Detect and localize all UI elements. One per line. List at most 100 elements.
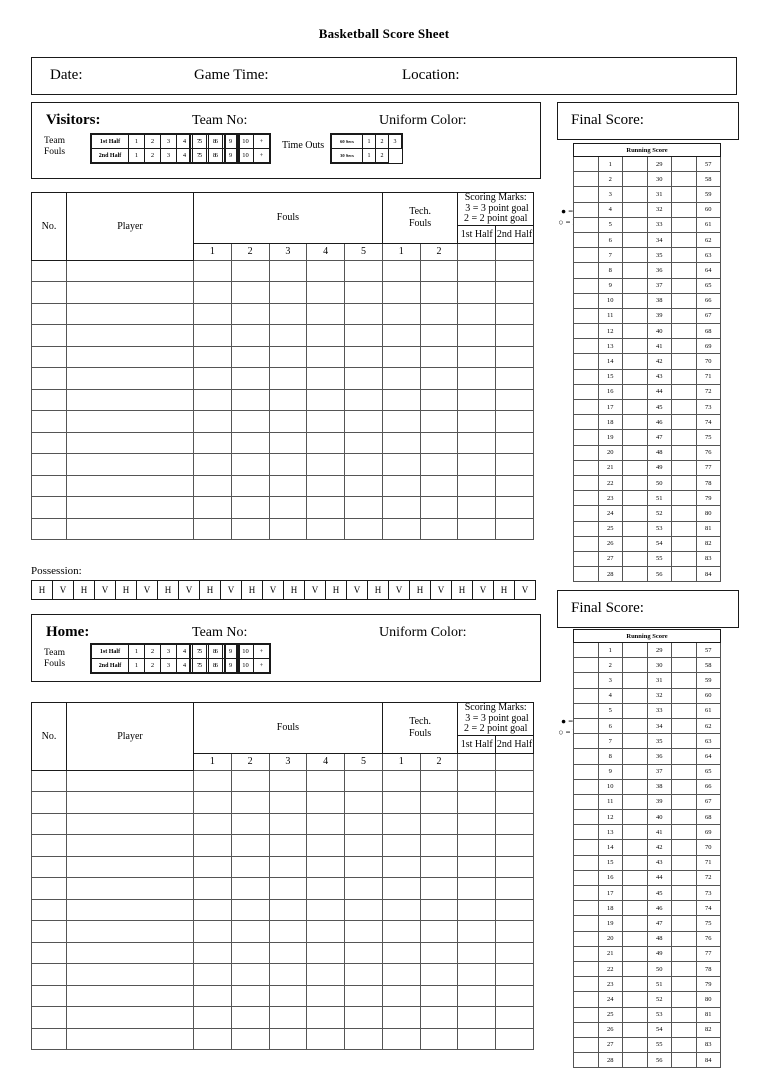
- running-score-mark-cell-80[interactable]: [671, 991, 697, 1008]
- running-score-mark-cell-16[interactable]: [573, 869, 599, 887]
- running-score-mark-cell-61[interactable]: [671, 702, 697, 719]
- running-score-mark-cell-46[interactable]: [622, 900, 648, 917]
- running-score-mark-cell-19[interactable]: [573, 915, 599, 932]
- running-score-mark-cell-81[interactable]: [671, 1006, 697, 1023]
- player-first-half-scoring-cell[interactable]: [457, 324, 497, 347]
- running-score-mark-cell-20[interactable]: [573, 444, 599, 461]
- running-score-mark-cell-77[interactable]: [671, 945, 697, 962]
- running-score-mark-cell-42[interactable]: [622, 353, 648, 370]
- running-score-mark-cell-17[interactable]: [573, 884, 599, 902]
- player-foul-cell-1[interactable]: [193, 388, 232, 411]
- player-foul-cell-4[interactable]: [306, 791, 346, 814]
- player-name-cell[interactable]: [66, 984, 194, 1007]
- running-score-mark-cell-25[interactable]: [573, 520, 599, 537]
- player-name-cell[interactable]: [66, 834, 194, 857]
- player-foul-cell-1[interactable]: [193, 1006, 232, 1029]
- player-second-half-scoring-cell[interactable]: [495, 941, 534, 964]
- running-score-mark-cell-18[interactable]: [573, 900, 599, 917]
- player-foul-cell-2[interactable]: [230, 920, 270, 943]
- player-tech-foul-cell-2[interactable]: [419, 1006, 459, 1029]
- player-tech-foul-cell-1[interactable]: [381, 1027, 421, 1050]
- player-foul-cell-3[interactable]: [268, 791, 308, 814]
- player-tech-foul-cell-1[interactable]: [381, 812, 421, 835]
- player-tech-foul-cell-2[interactable]: [419, 941, 459, 964]
- player-first-half-scoring-cell[interactable]: [457, 388, 497, 411]
- player-tech-foul-cell-2[interactable]: [419, 281, 459, 304]
- visitors-score-table[interactable]: No. Player Fouls Tech. Fouls Scoring Marks: 3…: [31, 192, 609, 540]
- running-score-mark-cell-5[interactable]: [573, 702, 599, 719]
- team-foul-cell-2[interactable]: 2: [144, 134, 161, 149]
- team-foul-cell-8[interactable]: 8: [206, 134, 223, 149]
- player-foul-cell-4[interactable]: [306, 920, 346, 943]
- player-foul-cell-1[interactable]: [193, 496, 232, 519]
- player-foul-cell-3[interactable]: [268, 1006, 308, 1029]
- player-foul-cell-4[interactable]: [306, 941, 346, 964]
- running-score-mark-cell-43[interactable]: [622, 368, 648, 385]
- player-tech-foul-cell-2[interactable]: [419, 453, 459, 476]
- possession-cell-v-19[interactable]: V: [430, 580, 452, 600]
- player-name-cell[interactable]: [66, 281, 194, 304]
- running-score-mark-cell-29[interactable]: [622, 641, 648, 659]
- player-foul-cell-5[interactable]: [344, 410, 383, 433]
- player-foul-cell-1[interactable]: [193, 877, 232, 900]
- player-tech-foul-cell-1[interactable]: [381, 281, 421, 304]
- player-foul-cell-2[interactable]: [230, 474, 270, 497]
- player-second-half-scoring-cell[interactable]: [495, 367, 534, 390]
- possession-cell-v-5[interactable]: V: [136, 580, 158, 600]
- running-score-mark-cell-52[interactable]: [622, 505, 648, 522]
- player-name-cell[interactable]: [66, 769, 194, 792]
- player-foul-cell-1[interactable]: [193, 302, 232, 325]
- player-tech-foul-cell-1[interactable]: [381, 877, 421, 900]
- player-tech-foul-cell-2[interactable]: [419, 834, 459, 857]
- player-foul-cell-2[interactable]: [230, 345, 270, 368]
- player-number-cell[interactable]: [31, 496, 67, 519]
- player-foul-cell-3[interactable]: [268, 388, 308, 411]
- player-tech-foul-cell-1[interactable]: [381, 941, 421, 964]
- player-tech-foul-cell-2[interactable]: [419, 1027, 459, 1050]
- running-score-mark-cell-13[interactable]: [573, 338, 599, 355]
- player-foul-cell-3[interactable]: [268, 324, 308, 347]
- timeout-cell-3[interactable]: 3: [388, 134, 402, 149]
- player-first-half-scoring-cell[interactable]: [457, 345, 497, 368]
- player-second-half-scoring-cell[interactable]: [495, 345, 534, 368]
- player-foul-cell-4[interactable]: [306, 517, 346, 540]
- running-score-mark-cell-38[interactable]: [622, 292, 648, 309]
- team-foul-cell-3[interactable]: 3: [160, 134, 177, 149]
- player-foul-cell-2[interactable]: [230, 302, 270, 325]
- player-foul-cell-4[interactable]: [306, 496, 346, 519]
- timeout-cell-1[interactable]: 1: [362, 148, 376, 163]
- running-score-mark-cell-32[interactable]: [622, 201, 648, 218]
- running-score-mark-cell-48[interactable]: [622, 444, 648, 461]
- running-score-mark-cell-79[interactable]: [671, 490, 697, 507]
- home-score-table[interactable]: No. Player Fouls Tech. Fouls Scoring Marks: 3…: [31, 702, 609, 1050]
- player-tech-foul-cell-2[interactable]: [419, 769, 459, 792]
- running-score-mark-cell-43[interactable]: [622, 854, 648, 871]
- running-score-mark-cell-26[interactable]: [573, 535, 599, 552]
- player-foul-cell-5[interactable]: [344, 1006, 383, 1029]
- player-number-cell[interactable]: [31, 898, 67, 921]
- running-score-mark-cell-22[interactable]: [573, 960, 599, 978]
- running-score-mark-cell-59[interactable]: [671, 672, 697, 689]
- running-score-mark-cell-51[interactable]: [622, 976, 648, 993]
- running-score-mark-cell-78[interactable]: [671, 960, 697, 978]
- player-number-cell[interactable]: [31, 963, 67, 986]
- running-score-mark-cell-33[interactable]: [622, 216, 648, 233]
- running-score-mark-cell-44[interactable]: [622, 383, 648, 401]
- player-first-half-scoring-cell[interactable]: [457, 898, 497, 921]
- running-score-mark-cell-56[interactable]: [622, 1052, 648, 1069]
- player-tech-foul-cell-1[interactable]: [381, 1006, 421, 1029]
- player-foul-cell-4[interactable]: [306, 259, 346, 282]
- player-tech-foul-cell-2[interactable]: [419, 920, 459, 943]
- player-number-cell[interactable]: [31, 453, 67, 476]
- running-score-mark-cell-75[interactable]: [671, 429, 697, 446]
- running-score-mark-cell-24[interactable]: [573, 505, 599, 522]
- player-foul-cell-2[interactable]: [230, 367, 270, 390]
- timeout-cell-1[interactable]: 1: [362, 134, 376, 149]
- visitors-team-fouls-group-10-plus[interactable]: 10 +10 +: [236, 133, 271, 164]
- player-tech-foul-cell-2[interactable]: [419, 259, 459, 282]
- possession-cell-h-4[interactable]: H: [115, 580, 137, 600]
- player-foul-cell-4[interactable]: [306, 984, 346, 1007]
- running-score-mark-cell-62[interactable]: [671, 231, 697, 249]
